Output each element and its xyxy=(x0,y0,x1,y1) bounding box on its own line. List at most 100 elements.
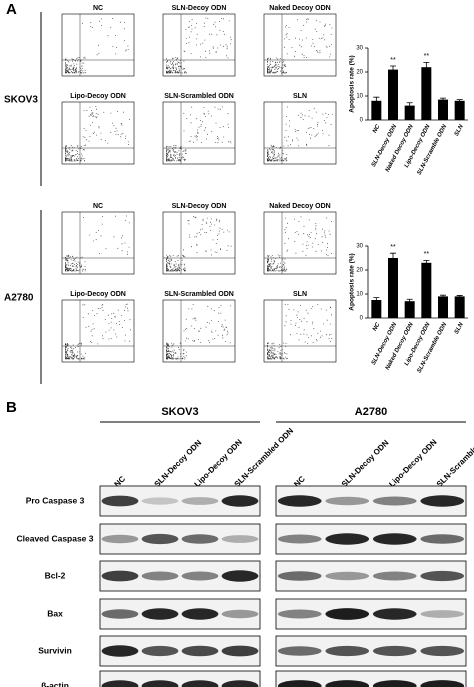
flow-plot-title: Lipo-Decoy ODN xyxy=(70,93,126,100)
flow-plot-title: Lipo-Decoy ODN xyxy=(70,291,126,298)
flow-plot-frame xyxy=(61,299,135,363)
blot-band xyxy=(277,534,322,544)
flow-dots xyxy=(166,216,232,272)
flow-dots xyxy=(65,18,129,74)
blot-band xyxy=(325,533,370,545)
blot-band xyxy=(221,535,259,543)
error-bar xyxy=(390,65,396,74)
blot-band xyxy=(181,497,219,505)
flow-dots xyxy=(166,304,231,360)
blot-band xyxy=(221,609,259,619)
cell-line-label: SKOV3 xyxy=(4,95,38,106)
flow-plot-frame xyxy=(263,101,337,165)
blot-band xyxy=(372,533,417,545)
y-tick-label: 30 xyxy=(356,244,363,250)
x-tick-label: SLN xyxy=(454,321,465,335)
bar xyxy=(371,300,382,318)
flow-dots xyxy=(267,18,333,74)
cell-line-header: SKOV3 xyxy=(161,406,198,418)
y-tick-label: 20 xyxy=(356,70,363,76)
protein-label: Cleaved Caspase 3 xyxy=(16,533,93,543)
blot-band xyxy=(181,571,219,581)
blot-band xyxy=(372,496,417,506)
bar xyxy=(404,105,415,120)
protein-label: β-actin xyxy=(41,680,69,687)
y-tick-label: 30 xyxy=(356,46,363,52)
flow-plot-frame xyxy=(61,101,135,165)
blot-frame xyxy=(99,670,261,687)
blot-band xyxy=(420,570,465,582)
panel-label: B xyxy=(6,399,17,416)
significance-mark: ** xyxy=(424,53,430,60)
significance-mark: ** xyxy=(390,244,396,251)
flow-plot-title: SLN xyxy=(293,93,307,100)
flow-dots xyxy=(65,215,130,272)
blot-band xyxy=(101,534,139,544)
flow-plot-frame xyxy=(263,13,337,77)
flow-dots xyxy=(65,303,131,360)
blot-band xyxy=(420,495,465,507)
blot-band xyxy=(372,645,417,657)
blot-frame xyxy=(275,670,467,687)
bar xyxy=(454,100,465,120)
blot-band xyxy=(325,496,370,506)
flow-dots xyxy=(166,106,232,162)
blot-band xyxy=(221,680,259,687)
flow-dots xyxy=(267,304,333,360)
blot-band xyxy=(101,680,139,687)
error-bar xyxy=(456,295,463,298)
blot-band xyxy=(277,646,322,656)
blot-band xyxy=(372,571,417,581)
blot-band xyxy=(420,534,465,544)
blot-band xyxy=(101,609,139,619)
flow-plot-title: SLN-Decoy ODN xyxy=(172,203,227,210)
significance-mark: ** xyxy=(424,251,430,258)
blot-band xyxy=(101,570,139,582)
flow-plot-title: SLN-Decoy ODN xyxy=(172,5,227,12)
bar xyxy=(438,296,448,318)
bar xyxy=(388,69,398,120)
protein-label: Pro Caspase 3 xyxy=(26,495,85,505)
flow-plot-frame xyxy=(162,299,236,363)
blot-band xyxy=(181,680,219,687)
blot-band xyxy=(420,610,465,618)
x-tick-label: SLN xyxy=(454,123,465,137)
cell-line-header: A2780 xyxy=(355,406,387,418)
bar xyxy=(371,100,382,120)
blot-band xyxy=(221,570,259,582)
flow-dots xyxy=(166,17,232,74)
bar xyxy=(404,301,415,318)
blot-band xyxy=(141,533,179,545)
blot-band xyxy=(141,680,179,687)
bar xyxy=(438,99,448,120)
error-bar xyxy=(440,97,446,102)
bar xyxy=(421,67,432,120)
y-tick-label: 10 xyxy=(356,292,363,298)
blot-band xyxy=(372,608,417,620)
blot-band xyxy=(141,571,179,581)
flow-dots xyxy=(267,106,333,162)
flow-plot-title: SLN xyxy=(293,291,307,298)
blot-band xyxy=(325,680,370,687)
blot-band xyxy=(101,645,139,657)
blot-band xyxy=(141,608,179,620)
bar xyxy=(421,262,432,318)
flow-plot-frame xyxy=(61,13,135,77)
y-axis-label: Apoptosis rate (%) xyxy=(349,253,356,310)
blot-band xyxy=(221,645,259,657)
flow-plot-title: SLN-Scrambled ODN xyxy=(164,93,234,100)
cell-line-label: A2780 xyxy=(4,293,34,304)
y-tick-label: 10 xyxy=(356,94,363,100)
significance-mark: ** xyxy=(390,57,396,64)
y-tick-label: 20 xyxy=(356,268,363,274)
error-bar xyxy=(423,62,430,72)
protein-label: Bcl-2 xyxy=(45,570,66,580)
bar xyxy=(454,296,465,318)
x-tick-label: NC xyxy=(372,123,382,134)
flow-plot-title: Naked Decoy ODN xyxy=(269,203,330,210)
panel-label: A xyxy=(6,1,17,18)
blot-band xyxy=(141,645,179,657)
flow-plot-title: Naked Decoy ODN xyxy=(269,5,330,12)
blot-band xyxy=(325,645,370,657)
